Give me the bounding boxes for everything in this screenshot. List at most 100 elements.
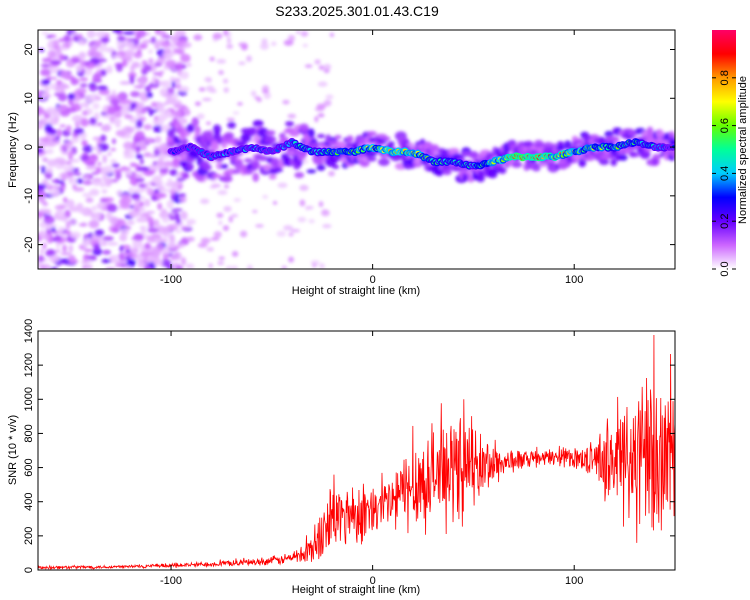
noise-blob xyxy=(65,141,74,147)
noise-blob xyxy=(216,212,224,218)
noise-blob xyxy=(116,94,127,98)
noise-blob xyxy=(193,34,203,41)
noise-blob xyxy=(104,165,113,175)
noise-blob xyxy=(252,209,258,214)
ridge-halo-blob xyxy=(316,164,326,171)
noise-blob xyxy=(176,177,186,182)
noise-blob xyxy=(136,101,145,109)
snr-xtick-label: -100 xyxy=(160,575,182,587)
noise-blob xyxy=(119,167,132,171)
noise-blob xyxy=(223,184,230,189)
noise-blob xyxy=(171,93,179,99)
noise-blob xyxy=(295,30,301,34)
noise-blob xyxy=(111,227,119,233)
ridge-halo-blob xyxy=(227,121,236,129)
noise-blob xyxy=(160,40,172,48)
noise-blob xyxy=(176,62,183,71)
noise-blob xyxy=(154,79,160,84)
noise-blob xyxy=(318,65,325,71)
noise-blob xyxy=(143,124,153,130)
ridge-halo-blob xyxy=(211,173,223,179)
noise-blob xyxy=(52,76,57,80)
noise-blob xyxy=(81,265,87,269)
noise-blob xyxy=(59,82,67,90)
snr-ytick-label: 800 xyxy=(23,424,35,442)
noise-blob xyxy=(174,102,182,109)
noise-blob xyxy=(157,202,163,211)
noise-blob xyxy=(226,117,235,122)
noise-blob xyxy=(81,139,88,147)
noise-blob xyxy=(41,31,49,36)
noise-blob xyxy=(178,193,187,198)
noise-blob xyxy=(163,34,172,39)
noise-blob xyxy=(97,161,102,166)
noise-blob xyxy=(200,237,211,245)
noise-blob xyxy=(119,81,131,85)
noise-blob xyxy=(83,66,93,76)
noise-blob xyxy=(69,159,80,163)
noise-blob xyxy=(100,124,111,132)
noise-blob xyxy=(115,171,122,180)
noise-blob xyxy=(139,225,147,230)
noise-blob xyxy=(211,183,221,188)
noise-blob xyxy=(66,125,72,133)
noise-blob xyxy=(85,162,96,166)
snr-frame xyxy=(37,330,676,571)
noise-blob xyxy=(62,244,67,253)
ridge-halo-blob xyxy=(441,169,452,176)
noise-blob xyxy=(314,116,319,123)
noise-blob xyxy=(288,256,294,263)
noise-blob xyxy=(182,41,187,45)
noise-blob xyxy=(52,45,61,50)
noise-blob xyxy=(142,64,152,72)
noise-blob xyxy=(143,169,154,177)
noise-blob xyxy=(44,85,50,93)
noise-blob xyxy=(92,73,102,82)
ridge-halo-blob xyxy=(468,150,479,159)
noise-blob xyxy=(113,168,123,174)
noise-blob xyxy=(205,121,211,125)
noise-blob xyxy=(175,265,184,269)
ridge-halo-blob xyxy=(646,126,654,136)
noise-blob xyxy=(106,241,119,246)
noise-blob xyxy=(123,153,135,159)
noise-blob xyxy=(138,212,144,217)
noise-blob xyxy=(48,253,60,263)
snr-xlabel: Height of straight line (km) xyxy=(292,584,420,596)
colorbar-tick-label: 0.2 xyxy=(719,214,731,229)
noise-blob xyxy=(202,97,212,102)
ridge-halo-blob xyxy=(542,141,554,149)
noise-blob xyxy=(40,68,52,77)
ridge-halo-blob xyxy=(441,163,453,171)
noise-blob xyxy=(149,83,160,87)
noise-blob xyxy=(158,185,166,193)
noise-blob xyxy=(281,265,288,269)
noise-blob xyxy=(136,30,147,38)
noise-blob xyxy=(82,239,89,248)
noise-blob xyxy=(38,137,50,142)
noise-blob xyxy=(144,242,151,250)
noise-blob xyxy=(56,80,63,85)
noise-blob xyxy=(124,50,134,58)
snr-ytick-label: 200 xyxy=(23,527,35,545)
noise-blob xyxy=(82,144,93,153)
noise-blob xyxy=(115,123,121,128)
noise-blob xyxy=(67,163,74,172)
noise-blob xyxy=(65,107,77,113)
ridge-halo-blob xyxy=(423,143,432,150)
noise-blob xyxy=(135,154,144,159)
noise-blob xyxy=(57,93,68,102)
noise-blob xyxy=(110,255,120,259)
noise-blob xyxy=(157,157,164,167)
noise-blob xyxy=(68,244,74,253)
noise-blob xyxy=(169,43,176,49)
ridge-halo-blob xyxy=(294,171,305,179)
ridge-halo-blob xyxy=(537,162,550,167)
ridge-halo-blob xyxy=(257,127,269,138)
noise-blob xyxy=(38,230,47,239)
noise-blob xyxy=(96,85,108,91)
noise-blob xyxy=(66,161,72,165)
noise-blob xyxy=(161,80,172,89)
ridge-halo-blob xyxy=(191,117,199,127)
